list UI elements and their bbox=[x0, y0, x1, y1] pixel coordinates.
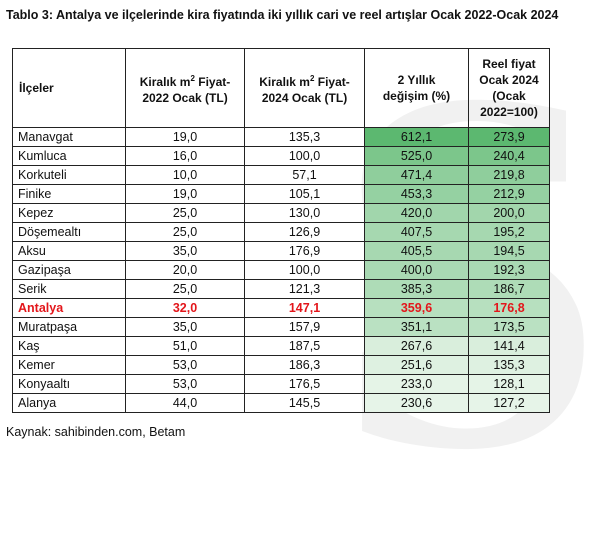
cell-real-price: 173,5 bbox=[468, 317, 550, 337]
cell-district: Döşemealtı bbox=[12, 222, 126, 242]
header-real-price: Reel fiyat Ocak 2024 (Ocak 2022=100) bbox=[468, 48, 550, 128]
table-row: Finike 19,0 105,1 453,3 212,9 bbox=[12, 184, 550, 204]
rent-table: İlçeler Kiralık m2 Fiyat- 2022 Ocak (TL) … bbox=[12, 48, 550, 413]
cell-price-2022: 19,0 bbox=[125, 127, 245, 147]
cell-real-price: 212,9 bbox=[468, 184, 550, 204]
cell-price-2024: 121,3 bbox=[244, 279, 365, 299]
cell-district: Serik bbox=[12, 279, 126, 299]
cell-district: Kaş bbox=[12, 336, 126, 356]
cell-price-2024: 147,1 bbox=[244, 298, 365, 318]
header-price-2022: Kiralık m2 Fiyat- 2022 Ocak (TL) bbox=[125, 48, 245, 128]
cell-change: 385,3 bbox=[364, 279, 469, 299]
table-row: Kepez 25,0 130,0 420,0 200,0 bbox=[12, 203, 550, 223]
cell-price-2024: 176,5 bbox=[244, 374, 365, 394]
cell-change: 230,6 bbox=[364, 393, 469, 413]
cell-price-2024: 187,5 bbox=[244, 336, 365, 356]
cell-district: Korkuteli bbox=[12, 165, 126, 185]
cell-change: 267,6 bbox=[364, 336, 469, 356]
cell-change: 612,1 bbox=[364, 127, 469, 147]
cell-price-2024: 157,9 bbox=[244, 317, 365, 337]
cell-price-2022: 35,0 bbox=[125, 241, 245, 261]
cell-real-price: 192,3 bbox=[468, 260, 550, 280]
cell-district: Aksu bbox=[12, 241, 126, 261]
cell-real-price: 128,1 bbox=[468, 374, 550, 394]
cell-real-price: 273,9 bbox=[468, 127, 550, 147]
cell-real-price: 194,5 bbox=[468, 241, 550, 261]
cell-change: 407,5 bbox=[364, 222, 469, 242]
table-row: Alanya 44,0 145,5 230,6 127,2 bbox=[12, 393, 550, 413]
cell-real-price: 240,4 bbox=[468, 146, 550, 166]
cell-change: 400,0 bbox=[364, 260, 469, 280]
cell-price-2024: 145,5 bbox=[244, 393, 365, 413]
table-row: Aksu 35,0 176,9 405,5 194,5 bbox=[12, 241, 550, 261]
cell-price-2022: 32,0 bbox=[125, 298, 245, 318]
cell-real-price: 176,8 bbox=[468, 298, 550, 318]
table-row: Konyaaltı 53,0 176,5 233,0 128,1 bbox=[12, 374, 550, 394]
cell-price-2024: 186,3 bbox=[244, 355, 365, 375]
table-row: Döşemealtı 25,0 126,9 407,5 195,2 bbox=[12, 222, 550, 242]
cell-change: 525,0 bbox=[364, 146, 469, 166]
header-change: 2 Yıllık değişim (%) bbox=[364, 48, 469, 128]
source-note: Kaynak: sahibinden.com, Betam bbox=[6, 425, 186, 439]
header-price-2024: Kiralık m2 Fiyat- 2024 Ocak (TL) bbox=[244, 48, 365, 128]
cell-change: 351,1 bbox=[364, 317, 469, 337]
cell-change: 405,5 bbox=[364, 241, 469, 261]
cell-price-2024: 57,1 bbox=[244, 165, 365, 185]
cell-price-2022: 25,0 bbox=[125, 222, 245, 242]
cell-price-2024: 100,0 bbox=[244, 260, 365, 280]
cell-price-2024: 135,3 bbox=[244, 127, 365, 147]
cell-district: Muratpaşa bbox=[12, 317, 126, 337]
cell-real-price: 127,2 bbox=[468, 393, 550, 413]
cell-district: Kepez bbox=[12, 203, 126, 223]
table-row: Manavgat 19,0 135,3 612,1 273,9 bbox=[12, 127, 550, 147]
cell-price-2022: 25,0 bbox=[125, 203, 245, 223]
table-row: Korkuteli 10,0 57,1 471,4 219,8 bbox=[12, 165, 550, 185]
cell-price-2022: 35,0 bbox=[125, 317, 245, 337]
table-row: Muratpaşa 35,0 157,9 351,1 173,5 bbox=[12, 317, 550, 337]
cell-change: 420,0 bbox=[364, 203, 469, 223]
cell-real-price: 141,4 bbox=[468, 336, 550, 356]
cell-district: Konyaaltı bbox=[12, 374, 126, 394]
cell-price-2024: 130,0 bbox=[244, 203, 365, 223]
table-row: Kumluca 16,0 100,0 525,0 240,4 bbox=[12, 146, 550, 166]
cell-price-2022: 19,0 bbox=[125, 184, 245, 204]
cell-price-2022: 16,0 bbox=[125, 146, 245, 166]
cell-district: Manavgat bbox=[12, 127, 126, 147]
cell-price-2022: 10,0 bbox=[125, 165, 245, 185]
cell-real-price: 186,7 bbox=[468, 279, 550, 299]
cell-real-price: 135,3 bbox=[468, 355, 550, 375]
cell-district: Antalya bbox=[12, 298, 126, 318]
table-row: Kemer 53,0 186,3 251,6 135,3 bbox=[12, 355, 550, 375]
cell-price-2022: 25,0 bbox=[125, 279, 245, 299]
header-row: İlçeler Kiralık m2 Fiyat- 2022 Ocak (TL) … bbox=[12, 48, 550, 128]
cell-district: Finike bbox=[12, 184, 126, 204]
cell-price-2022: 53,0 bbox=[125, 374, 245, 394]
table-row: Kaş 51,0 187,5 267,6 141,4 bbox=[12, 336, 550, 356]
cell-change: 471,4 bbox=[364, 165, 469, 185]
table-row: Serik 25,0 121,3 385,3 186,7 bbox=[12, 279, 550, 299]
cell-price-2024: 100,0 bbox=[244, 146, 365, 166]
cell-real-price: 200,0 bbox=[468, 203, 550, 223]
cell-district: Alanya bbox=[12, 393, 126, 413]
cell-district: Gazipaşa bbox=[12, 260, 126, 280]
cell-change: 233,0 bbox=[364, 374, 469, 394]
table-row: Antalya 32,0 147,1 359,6 176,8 bbox=[12, 298, 550, 318]
cell-district: Kumluca bbox=[12, 146, 126, 166]
cell-price-2024: 126,9 bbox=[244, 222, 365, 242]
table-title: Tablo 3: Antalya ve ilçelerinde kira fiy… bbox=[6, 8, 559, 22]
table-row: Gazipaşa 20,0 100,0 400,0 192,3 bbox=[12, 260, 550, 280]
cell-price-2022: 20,0 bbox=[125, 260, 245, 280]
cell-change: 453,3 bbox=[364, 184, 469, 204]
cell-price-2022: 44,0 bbox=[125, 393, 245, 413]
cell-price-2024: 176,9 bbox=[244, 241, 365, 261]
cell-real-price: 219,8 bbox=[468, 165, 550, 185]
cell-district: Kemer bbox=[12, 355, 126, 375]
cell-price-2022: 51,0 bbox=[125, 336, 245, 356]
cell-price-2022: 53,0 bbox=[125, 355, 245, 375]
cell-real-price: 195,2 bbox=[468, 222, 550, 242]
cell-change: 359,6 bbox=[364, 298, 469, 318]
header-district: İlçeler bbox=[12, 48, 126, 128]
cell-price-2024: 105,1 bbox=[244, 184, 365, 204]
cell-change: 251,6 bbox=[364, 355, 469, 375]
